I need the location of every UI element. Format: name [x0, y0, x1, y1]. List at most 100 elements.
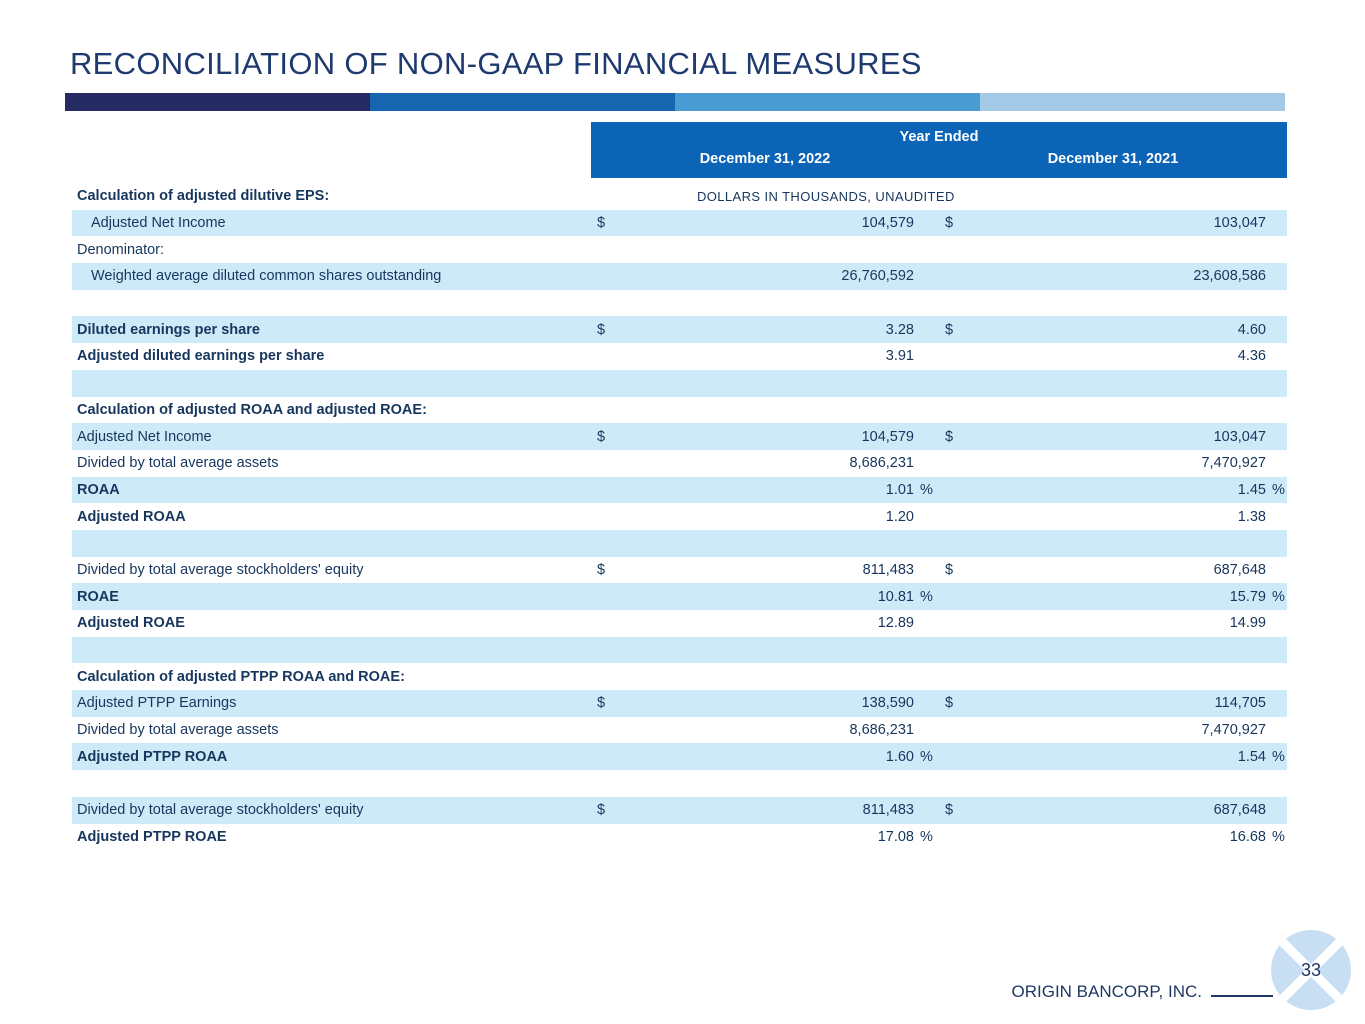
dollar-sign-2021: $ — [945, 802, 954, 819]
dollar-sign-2022: $ — [597, 561, 606, 578]
dollar-sign-2021: $ — [945, 428, 954, 445]
percent-sign-2021: % — [1272, 828, 1285, 845]
footer: ORIGIN BANCORP, INC. — [1011, 982, 1273, 1002]
table-row: Adjusted Net Income $104,579 $103,047 — [72, 423, 1287, 450]
row-label: Divided by total average stockholders' e… — [77, 802, 364, 819]
value-2022: 8,686,231 — [849, 722, 914, 739]
value-2022: 1.60 — [885, 748, 914, 765]
table-row: Divided by total average assets 8,686,231… — [72, 449, 1287, 477]
value-2021: 103,047 — [1213, 215, 1266, 232]
table-spacer-row — [72, 289, 1287, 317]
value-2021: 7,470,927 — [1201, 455, 1266, 472]
table-spacer-row — [72, 529, 1287, 557]
table-row: Adjusted PTPP ROAA 1.60% 1.54% — [72, 743, 1287, 771]
value-2022: 811,483 — [862, 802, 914, 819]
value-2022: 26,760,592 — [841, 268, 914, 285]
value-2022: 138,590 — [861, 695, 914, 712]
table-spacer-row — [72, 770, 1287, 797]
table-row: Adjusted ROAE 12.89 14.99 — [72, 610, 1287, 637]
table-row: Adjusted ROAA 1.20 1.38 — [72, 503, 1287, 530]
dollar-sign-2021: $ — [945, 215, 954, 232]
value-2021: 1.45 — [1237, 481, 1266, 498]
value-2022: 104,579 — [861, 215, 914, 232]
value-2022: 3.91 — [885, 348, 914, 365]
footer-underline — [1211, 983, 1273, 997]
table-spacer-row — [72, 369, 1287, 397]
value-2022: 12.89 — [877, 615, 914, 632]
value-2021: 14.99 — [1229, 615, 1266, 632]
table-row: Calculation of adjusted PTPP ROAA and RO… — [72, 663, 1287, 691]
accent-bar — [65, 93, 1285, 111]
dollar-sign-2022: $ — [597, 802, 606, 819]
table-row: Weighted average diluted common shares o… — [72, 263, 1287, 290]
value-2021: 103,047 — [1213, 428, 1266, 445]
table-header: Year Ended December 31, 2022 December 31… — [591, 122, 1287, 178]
row-label: Calculation of adjusted ROAA and adjuste… — [77, 401, 427, 418]
page-number: 33 — [1300, 959, 1322, 980]
percent-sign-2021: % — [1272, 588, 1285, 605]
dollar-sign-2022: $ — [597, 695, 606, 712]
value-2021: 687,648 — [1213, 802, 1266, 819]
value-2021: 1.54 — [1237, 748, 1266, 765]
row-label: Weighted average diluted common shares o… — [91, 268, 442, 285]
percent-sign-2021: % — [1272, 481, 1285, 498]
table-row: ROAE 10.81% 15.79% — [72, 583, 1287, 610]
value-2021: 1.38 — [1237, 508, 1266, 525]
table-row: Divided by total average stockholders' e… — [72, 796, 1287, 824]
row-label: Denominator: — [77, 241, 165, 258]
percent-sign-2022: % — [920, 588, 933, 605]
table-row: Denominator: — [72, 236, 1287, 264]
dollar-sign-2022: $ — [597, 428, 606, 445]
row-label: Adjusted PTPP ROAE — [77, 828, 227, 845]
units-note: DOLLARS IN THOUSANDS, UNAUDITED — [697, 188, 955, 204]
accent-bar-segment-4 — [980, 93, 1285, 111]
row-label: Adjusted PTPP Earnings — [77, 695, 237, 712]
row-label: ROAA — [77, 481, 120, 498]
value-2021: 4.36 — [1237, 348, 1266, 365]
table-row: Adjusted PTPP ROAE 17.08% 16.68% — [72, 823, 1287, 851]
value-2022: 811,483 — [862, 561, 914, 578]
percent-sign-2021: % — [1272, 748, 1285, 765]
value-2021: 7,470,927 — [1201, 722, 1266, 739]
percent-sign-2022: % — [920, 828, 933, 845]
value-2021: 15.79 — [1229, 588, 1266, 605]
percent-sign-2022: % — [920, 481, 933, 498]
accent-bar-segment-3 — [675, 93, 980, 111]
dollar-sign-2021: $ — [945, 695, 954, 712]
value-2021: 4.60 — [1237, 321, 1266, 338]
row-label: Adjusted diluted earnings per share — [77, 348, 325, 365]
accent-bar-segment-1 — [65, 93, 370, 111]
accent-bar-segment-2 — [370, 93, 675, 111]
logo-circle — [1271, 930, 1351, 1010]
value-2022: 1.20 — [885, 508, 914, 525]
row-label: Diluted earnings per share — [77, 321, 260, 338]
dollar-sign-2021: $ — [945, 321, 954, 338]
value-2021: 23,608,586 — [1193, 268, 1266, 285]
table-row: Adjusted diluted earnings per share 3.91 4… — [72, 343, 1287, 370]
table-row: Calculation of adjusted ROAA and adjuste… — [72, 396, 1287, 424]
percent-sign-2022: % — [920, 748, 933, 765]
dollar-sign-2021: $ — [945, 561, 954, 578]
table-header-col-2021: December 31, 2021 — [1047, 151, 1179, 167]
dollar-sign-2022: $ — [597, 215, 606, 232]
value-2021: 687,648 — [1213, 561, 1266, 578]
table-spacer-row — [72, 636, 1287, 664]
table-rows: Calculation of adjusted dilutive EPS: DOL… — [72, 183, 1287, 851]
dollar-sign-2022: $ — [597, 321, 606, 338]
row-label: ROAE — [77, 588, 119, 605]
value-2022: 10.81 — [877, 588, 914, 605]
row-label: Adjusted Net Income — [77, 428, 212, 445]
value-2021: 16.68 — [1229, 828, 1266, 845]
value-2021: 114,705 — [1214, 695, 1266, 712]
table-row: ROAA 1.01% 1.45% — [72, 476, 1287, 504]
value-2022: 17.08 — [877, 828, 914, 845]
table-header-group-label: Year Ended — [899, 128, 979, 145]
footer-company-name: ORIGIN BANCORP, INC. — [1011, 982, 1203, 1001]
value-2022: 3.28 — [885, 321, 914, 338]
table-row: Diluted earnings per share $3.28 $4.60 — [72, 316, 1287, 344]
row-label: Divided by total average assets — [77, 722, 279, 739]
table-row: Adjusted PTPP Earnings $138,590 $114,705 — [72, 690, 1287, 717]
row-label: Adjusted ROAE — [77, 615, 185, 632]
value-2022: 104,579 — [861, 428, 914, 445]
